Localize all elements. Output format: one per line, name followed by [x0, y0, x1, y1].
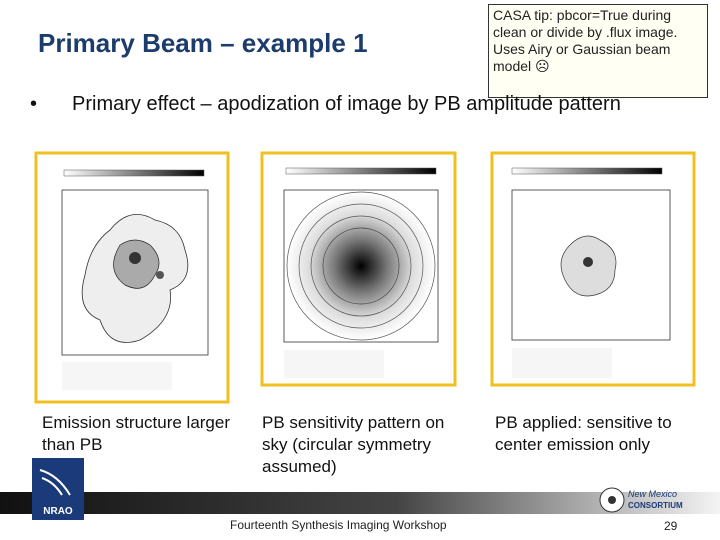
page-number: 29 [664, 519, 678, 533]
bullet-dot: • [30, 93, 38, 115]
bullet: • Primary effect – apodization of image … [30, 92, 690, 116]
nrao-logo: NRAO [32, 458, 84, 520]
panel-image-1 [34, 151, 230, 404]
consortium-logo: New Mexico CONSORTIUM [599, 487, 683, 513]
bullet-text: Primary effect – apodization of image by… [72, 93, 621, 115]
tip-box: CASA tip: pbcor=True during clean or div… [488, 4, 708, 98]
logo-text: CONSORTIUM [628, 501, 683, 510]
panel-image-2 [260, 151, 457, 387]
footer-text: Fourteenth Synthesis Imaging Workshop [230, 518, 447, 532]
caption: PB applied: sensitive to center emission… [495, 413, 672, 454]
panel-image-3 [490, 151, 696, 387]
caption: PB sensitivity pattern on sky (circular … [262, 413, 445, 476]
footer-bar [0, 492, 720, 514]
caption: Emission structure larger than PB [42, 413, 231, 454]
logo-text: NRAO [43, 506, 73, 517]
logo-text: New Mexico [628, 489, 677, 499]
slide-title: Primary Beam – example 1 [38, 28, 368, 58]
